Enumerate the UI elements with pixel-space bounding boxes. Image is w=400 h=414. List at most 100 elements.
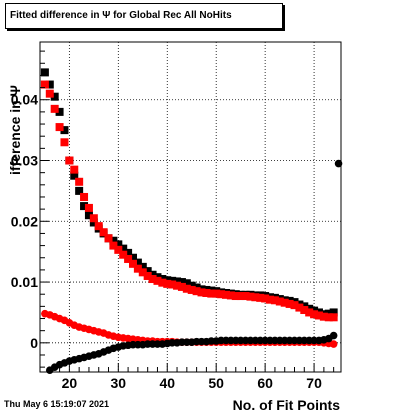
data-point-square [275,297,284,306]
data-point-square [50,92,59,101]
data-point-square [251,293,260,302]
data-point-square [89,214,98,223]
data-point-square [285,299,294,308]
data-marks [40,68,343,374]
x-tick-label: 50 [208,375,224,391]
plot-frame [39,41,342,373]
data-point-square [80,202,89,211]
data-point-square [124,248,133,257]
data-point-square [75,177,84,186]
data-point-square [290,301,299,310]
x-tick-label: 70 [306,375,322,391]
x-axis-title: No. of Fit Points [233,397,341,413]
data-point-square [133,264,142,273]
x-tick-label: 20 [62,375,78,391]
data-point-square [75,186,84,195]
data-point-square [40,80,49,89]
data-point-square [45,89,54,98]
data-point-square [280,298,289,307]
data-point-square [133,258,142,267]
data-point-square [148,270,157,279]
data-point-square [114,245,123,254]
data-point-square [241,292,250,301]
data-point-square [89,218,98,227]
data-point-square [104,234,113,243]
data-point-square [182,284,191,293]
data-point-square [60,138,69,147]
data-point-square [187,281,196,290]
y-tick-label: 0.04 [11,92,38,108]
outlier-point [334,159,343,168]
data-point-square [109,241,118,250]
data-point-circle [329,340,338,348]
series-1 [40,80,338,322]
series-3 [45,331,338,374]
y-axis-title: ifference in Ψ [7,85,23,175]
data-point-square [99,228,108,237]
data-point-square [138,268,147,277]
data-point-square [153,276,162,285]
data-point-square [202,288,211,297]
data-point-square [217,290,226,299]
data-point-square [314,311,323,320]
data-point-square [143,271,152,280]
data-point-square [236,292,245,301]
data-point-square [319,312,328,321]
data-point-square [329,313,338,322]
data-point-square [270,296,279,305]
data-point-square [226,291,235,300]
data-point-square [128,259,137,268]
data-point-square [119,244,128,253]
data-point-square [173,277,182,286]
y-tick-label: 0.02 [11,213,38,229]
data-point-square [50,104,59,113]
data-point-square [168,280,177,289]
data-point-square [94,222,103,231]
data-point-square [114,240,123,249]
chart-title: Fitted difference in Ψ for Global Rec Al… [5,3,283,29]
data-point-square [324,313,333,322]
data-point-square [84,203,93,212]
data-point-square [261,294,270,303]
data-point-square [80,192,89,201]
data-point-square [177,278,186,287]
data-point-square [256,293,265,302]
x-tick-label: 60 [257,375,273,391]
y-tick-label: 0 [30,335,38,351]
data-point-square [60,126,69,135]
axis-ticks [40,50,335,372]
data-point-square [55,107,64,116]
x-tick-label: 40 [159,375,175,391]
data-point-square [212,289,221,298]
data-point-square [109,236,118,245]
data-point-square [295,303,304,312]
data-point-square [207,289,216,298]
data-point-square [300,306,309,315]
data-point-square [329,308,338,317]
data-point-square [177,282,186,291]
data-point-square [128,253,137,262]
data-point-square [197,288,206,297]
data-point-square [55,123,64,132]
data-point-square [163,279,172,288]
data-point-square [45,80,54,89]
data-point-square [119,250,128,259]
data-point-circle [329,331,338,340]
data-point-square [221,290,230,299]
tick-labels: 20 30 40 50 60 70 0 0.01 0.02 0.03 0.04 [11,92,322,391]
data-point-square [182,279,191,288]
data-point-square [231,292,240,301]
data-point-square [40,68,49,77]
data-point-square [148,275,157,284]
data-point-square [84,211,93,220]
data-point-square [173,281,182,290]
data-point-square [138,262,147,271]
x-tick-label: 30 [111,375,127,391]
data-point-square [70,171,79,180]
data-point-square [143,267,152,276]
data-point-square [124,254,133,263]
data-point-square [305,308,314,317]
data-point-square [192,287,201,296]
data-point-square [246,292,255,301]
